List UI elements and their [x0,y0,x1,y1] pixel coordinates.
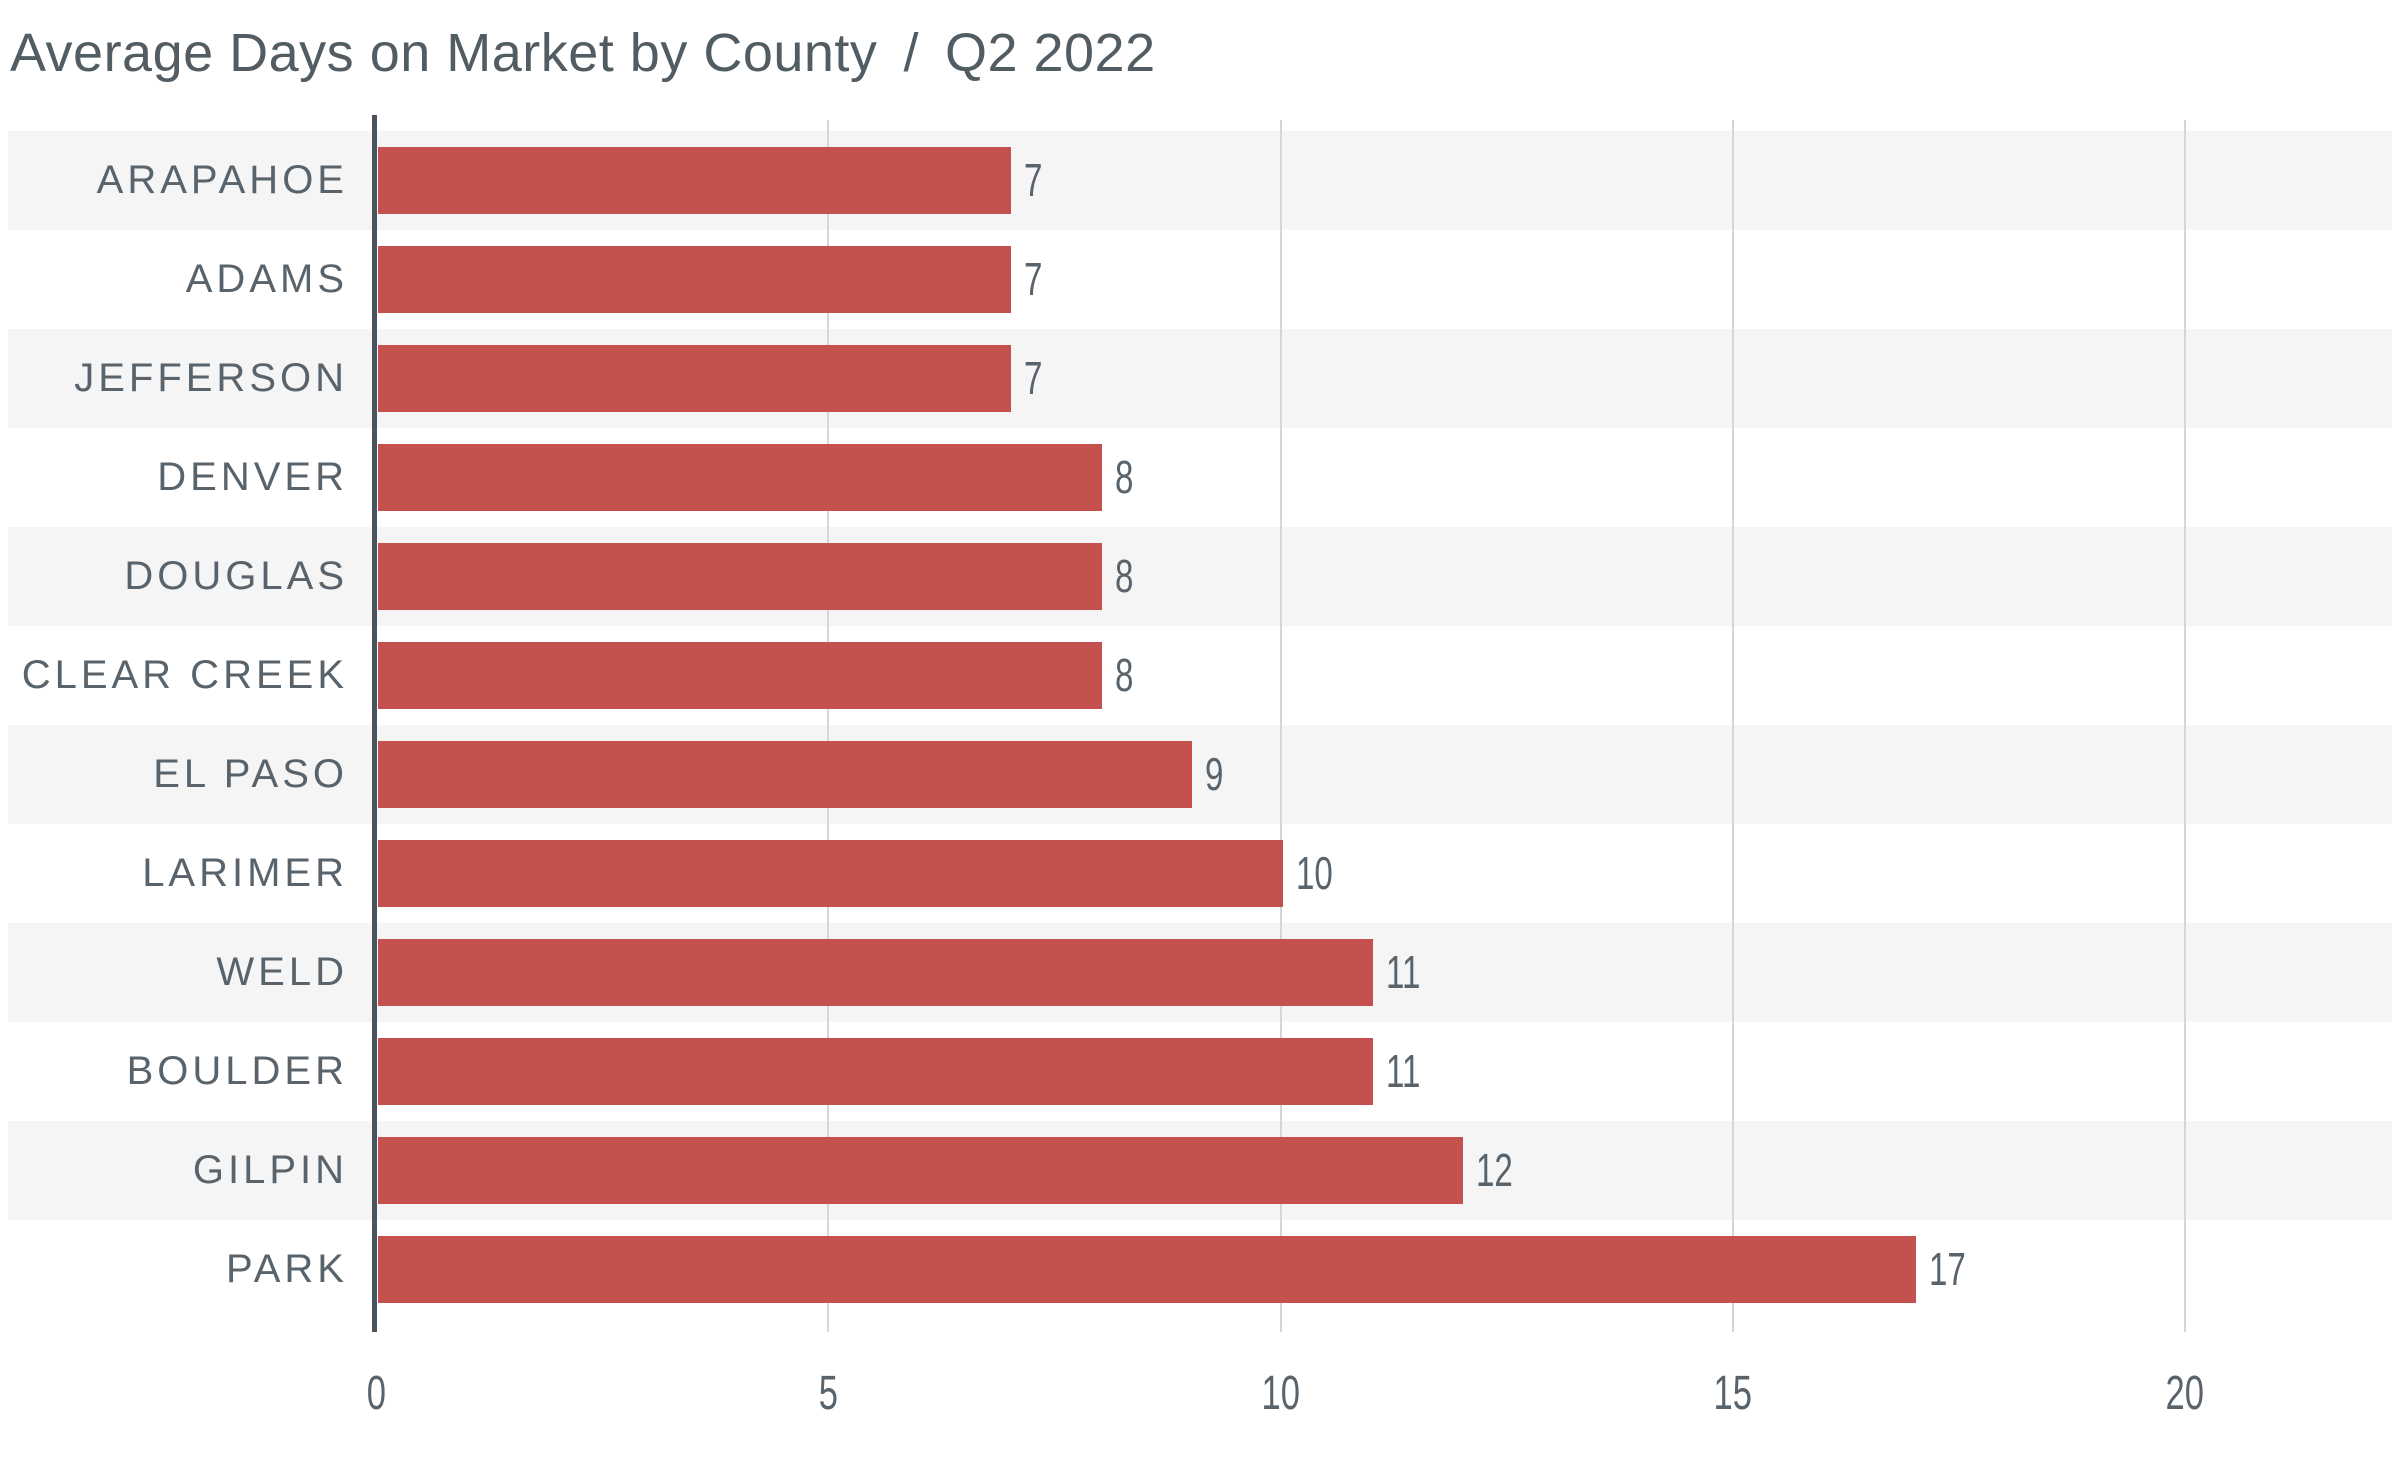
category-label: WELD [216,950,348,994]
gridline-5 [827,120,830,1332]
bar [378,840,1283,907]
row-el-paso: EL PASO 9 [8,725,2392,824]
row-boulder: BOULDER 11 [8,1022,2392,1121]
bar-value-label: 7 [1024,352,1043,404]
gridline-10 [1279,120,1282,1332]
bar-value-label: 7 [1024,253,1043,305]
row-weld: WELD 11 [8,923,2392,1022]
bar [378,1137,1464,1204]
plot-area: ARAPAHOE 7 ADAMS 7 JEFFERSON 7 DENVER 8 DOUGLAS 8… [8,0,2392,1460]
category-label: DENVER [157,455,348,499]
row-douglas: DOUGLAS 8 [8,527,2392,626]
row-denver: DENVER 8 [8,428,2392,527]
y-axis-line [372,115,377,1332]
x-tick-label-0: 0 [366,1367,386,1420]
category-label: PARK [226,1247,348,1291]
bar [378,444,1102,511]
bar [378,147,1012,214]
category-label: CLEAR CREEK [21,653,348,697]
bar-value-label: 11 [1385,946,1421,998]
gridline-20 [2184,120,2186,1332]
category-label: EL PASO [153,752,348,796]
bar [378,741,1193,808]
row-gilpin: GILPIN 12 [8,1121,2392,1220]
bar-value-label: 11 [1385,1045,1421,1097]
category-label: JEFFERSON [74,356,348,400]
bar-value-label: 7 [1024,154,1043,206]
bar [378,543,1102,610]
x-tick-label-20: 20 [2165,1367,2205,1420]
category-label: LARIMER [142,851,348,895]
rows-layer: ARAPAHOE 7 ADAMS 7 JEFFERSON 7 DENVER 8 DOUGLAS 8… [8,131,2392,1319]
x-tick-label-10: 10 [1261,1367,1300,1420]
title-separator: / [903,23,919,83]
bar [378,1038,1373,1105]
x-tick-label-5: 5 [818,1367,838,1420]
category-label: BOULDER [126,1049,348,1093]
chart-title: Average Days on Market by County / Q2 2022 [10,22,1156,84]
x-tick-label-15: 15 [1713,1367,1752,1420]
bar-value-label: 10 [1295,847,1333,899]
row-adams: ADAMS 7 [8,230,2392,329]
bar [378,345,1012,412]
row-arapahoe: ARAPAHOE 7 [8,131,2392,230]
row-larimer: LARIMER 10 [8,824,2392,923]
category-label: ADAMS [185,257,348,301]
bar-value-label: 9 [1205,748,1224,800]
gridline-15 [1731,120,1734,1332]
bar-value-label: 12 [1476,1144,1514,1196]
bar [378,1236,1916,1303]
category-label: GILPIN [192,1148,348,1192]
category-label: ARAPAHOE [96,158,348,202]
bar [378,939,1373,1006]
bar-value-label: 17 [1928,1243,1966,1295]
bar-value-label: 8 [1114,451,1134,503]
bar-value-label: 8 [1114,550,1134,602]
row-park: PARK 17 [8,1220,2392,1319]
bar [378,246,1012,313]
chart-subtitle-period: Q2 2022 [944,23,1156,83]
row-jefferson: JEFFERSON 7 [8,329,2392,428]
bar [378,642,1102,709]
category-label: DOUGLAS [124,554,348,598]
row-clear-creek: CLEAR CREEK 8 [8,626,2392,725]
chart-title-text: Average Days on Market by County [10,23,878,83]
bar-value-label: 8 [1114,649,1134,701]
